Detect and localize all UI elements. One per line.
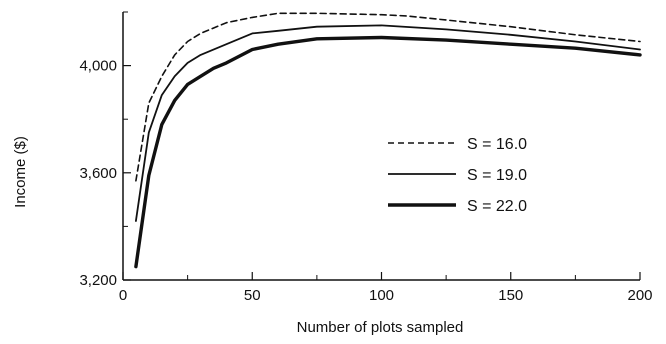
x-tick-label: 0 bbox=[119, 287, 127, 304]
x-tick-label: 200 bbox=[627, 287, 652, 304]
y-tick-label: 3,600 bbox=[79, 165, 117, 182]
y-axis-title: Income ($) bbox=[12, 136, 29, 208]
series-line-2 bbox=[134, 24, 641, 222]
series-lines bbox=[134, 12, 642, 269]
series-line-1 bbox=[135, 12, 641, 182]
x-axis-title: Number of plots sampled bbox=[297, 319, 464, 336]
x-tick-label: 100 bbox=[369, 287, 394, 304]
legend: S = 16.0 S = 19.0 S = 22.0 bbox=[388, 136, 527, 215]
x-tick-label: 150 bbox=[498, 287, 523, 304]
x-ticks: 0 50 100 150 200 bbox=[119, 272, 653, 304]
series-line-3 bbox=[134, 35, 642, 269]
legend-label-3: S = 22.0 bbox=[467, 198, 527, 215]
y-ticks: 3,200 3,600 4,000 bbox=[79, 11, 131, 289]
legend-label-1: S = 16.0 bbox=[467, 136, 527, 153]
y-tick-label: 3,200 bbox=[79, 272, 117, 289]
legend-label-2: S = 19.0 bbox=[467, 167, 527, 184]
y-tick-label: 4,000 bbox=[79, 58, 117, 75]
x-tick-label: 50 bbox=[244, 287, 261, 304]
plot-area: 0 50 100 150 200 3,200 3,600 4,000 bbox=[79, 11, 653, 304]
